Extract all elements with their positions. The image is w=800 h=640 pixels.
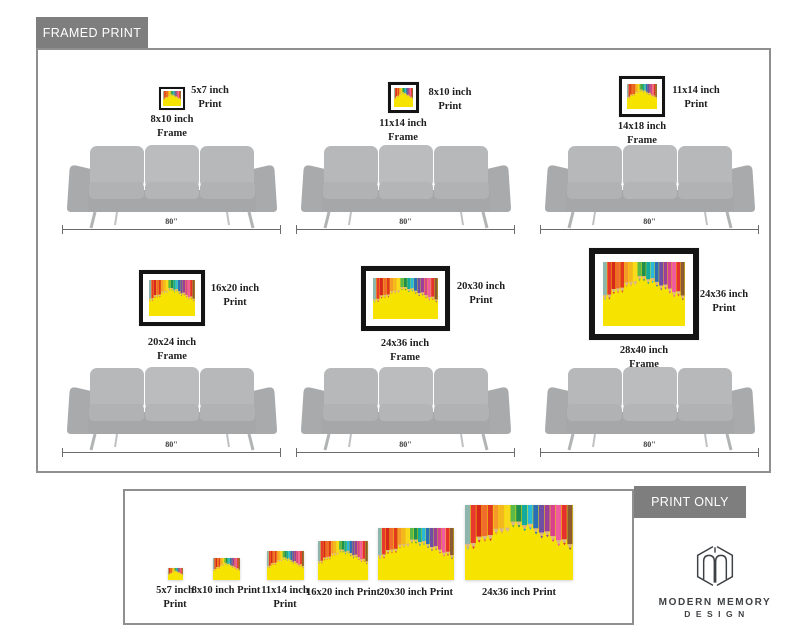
sofa-width-dimension: 80" <box>62 217 281 234</box>
print-size-label: 8x10 inch Print <box>428 87 472 112</box>
frame-size-label: 11x14 inch Frame <box>379 118 427 143</box>
frame-size-label: 24x36 inch Frame <box>380 338 430 363</box>
pencil-art <box>465 505 573 580</box>
framed-print-20x30 <box>361 266 450 331</box>
sofa-width-dimension: 80" <box>296 217 515 234</box>
pencil-art <box>163 91 181 106</box>
print-only-20x30 <box>378 528 454 580</box>
pencil-art <box>267 551 304 580</box>
print-only-size-label: 8x10 inch Print <box>191 585 261 596</box>
framed-print-24x36 <box>589 248 699 340</box>
print-only-24x36 <box>465 505 573 580</box>
sofa-width-label: 80" <box>643 440 656 449</box>
dimension-line <box>540 225 759 234</box>
framed-print-16x20 <box>139 270 205 326</box>
dimension-line <box>62 225 281 234</box>
print-only-size-label: 5x7 inch Print <box>156 585 194 610</box>
sofa-illustration <box>65 365 279 452</box>
framed-print-11x14 <box>619 76 665 117</box>
dimension-line <box>62 448 281 457</box>
sofa-width-dimension: 80" <box>296 440 515 457</box>
print-size-label: 16x20 inch Print <box>210 283 260 308</box>
frame-size-label: 28x40 inch Frame <box>619 345 669 370</box>
print-only-11x14 <box>267 551 304 580</box>
print-only-size-label: 16x20 inch Print <box>305 587 381 598</box>
brand-name: MODERN MEMORY <box>658 597 772 608</box>
pencil-art <box>373 278 438 319</box>
brand-logo: MODERN MEMORY DESIGN <box>640 544 790 619</box>
print-only-tab-label: PRINT ONLY <box>651 495 729 509</box>
print-size-label: 11x14 inch Print <box>672 85 720 110</box>
framed-print-tab-label: FRAMED PRINT <box>42 25 142 40</box>
sofa-width-label: 80" <box>165 217 178 226</box>
pencil-art <box>627 84 657 109</box>
print-only-tab: PRINT ONLY <box>634 486 746 518</box>
sofa-width-label: 80" <box>399 217 412 226</box>
print-only-size-label: 11x14 inch Print <box>261 585 309 610</box>
sofa-width-label: 80" <box>399 440 412 449</box>
print-only-size-label: 24x36 inch Print <box>481 587 557 598</box>
frame-size-label: 8x10 inch Frame <box>150 114 194 139</box>
sofa-width-dimension: 80" <box>540 217 759 234</box>
frame-size-label: 14x18 inch Frame <box>617 121 667 146</box>
pencil-art <box>394 88 413 107</box>
dimension-line <box>540 448 759 457</box>
sofa-width-dimension: 80" <box>62 440 281 457</box>
framed-print-5x7 <box>159 87 185 110</box>
framed-print-tab: FRAMED PRINT <box>36 17 148 48</box>
pencil-art <box>378 528 454 580</box>
dimension-line <box>296 225 515 234</box>
pencil-art <box>213 558 240 580</box>
brand-subname: DESIGN <box>684 609 750 619</box>
brand-logo-mark <box>696 546 734 586</box>
print-only-5x7 <box>168 568 183 580</box>
sofa-width-label: 80" <box>643 217 656 226</box>
sofa-width-label: 80" <box>165 440 178 449</box>
pencil-art <box>168 568 183 580</box>
print-size-label: 24x36 inch Print <box>699 289 749 314</box>
frame-size-label: 20x24 inch Frame <box>147 337 197 362</box>
sofa-illustration <box>299 365 513 452</box>
sofa-illustration <box>543 365 757 452</box>
pencil-art <box>318 541 368 580</box>
sofa-width-dimension: 80" <box>540 440 759 457</box>
print-only-16x20 <box>318 541 368 580</box>
print-only-8x10 <box>213 558 240 580</box>
print-size-label: 5x7 inch Print <box>191 85 229 110</box>
pencil-art <box>149 280 195 316</box>
print-only-size-label: 20x30 inch Print <box>378 587 454 598</box>
print-size-label: 20x30 inch Print <box>456 281 506 306</box>
dimension-line <box>296 448 515 457</box>
framed-print-8x10 <box>388 82 419 113</box>
pencil-art <box>603 262 685 326</box>
